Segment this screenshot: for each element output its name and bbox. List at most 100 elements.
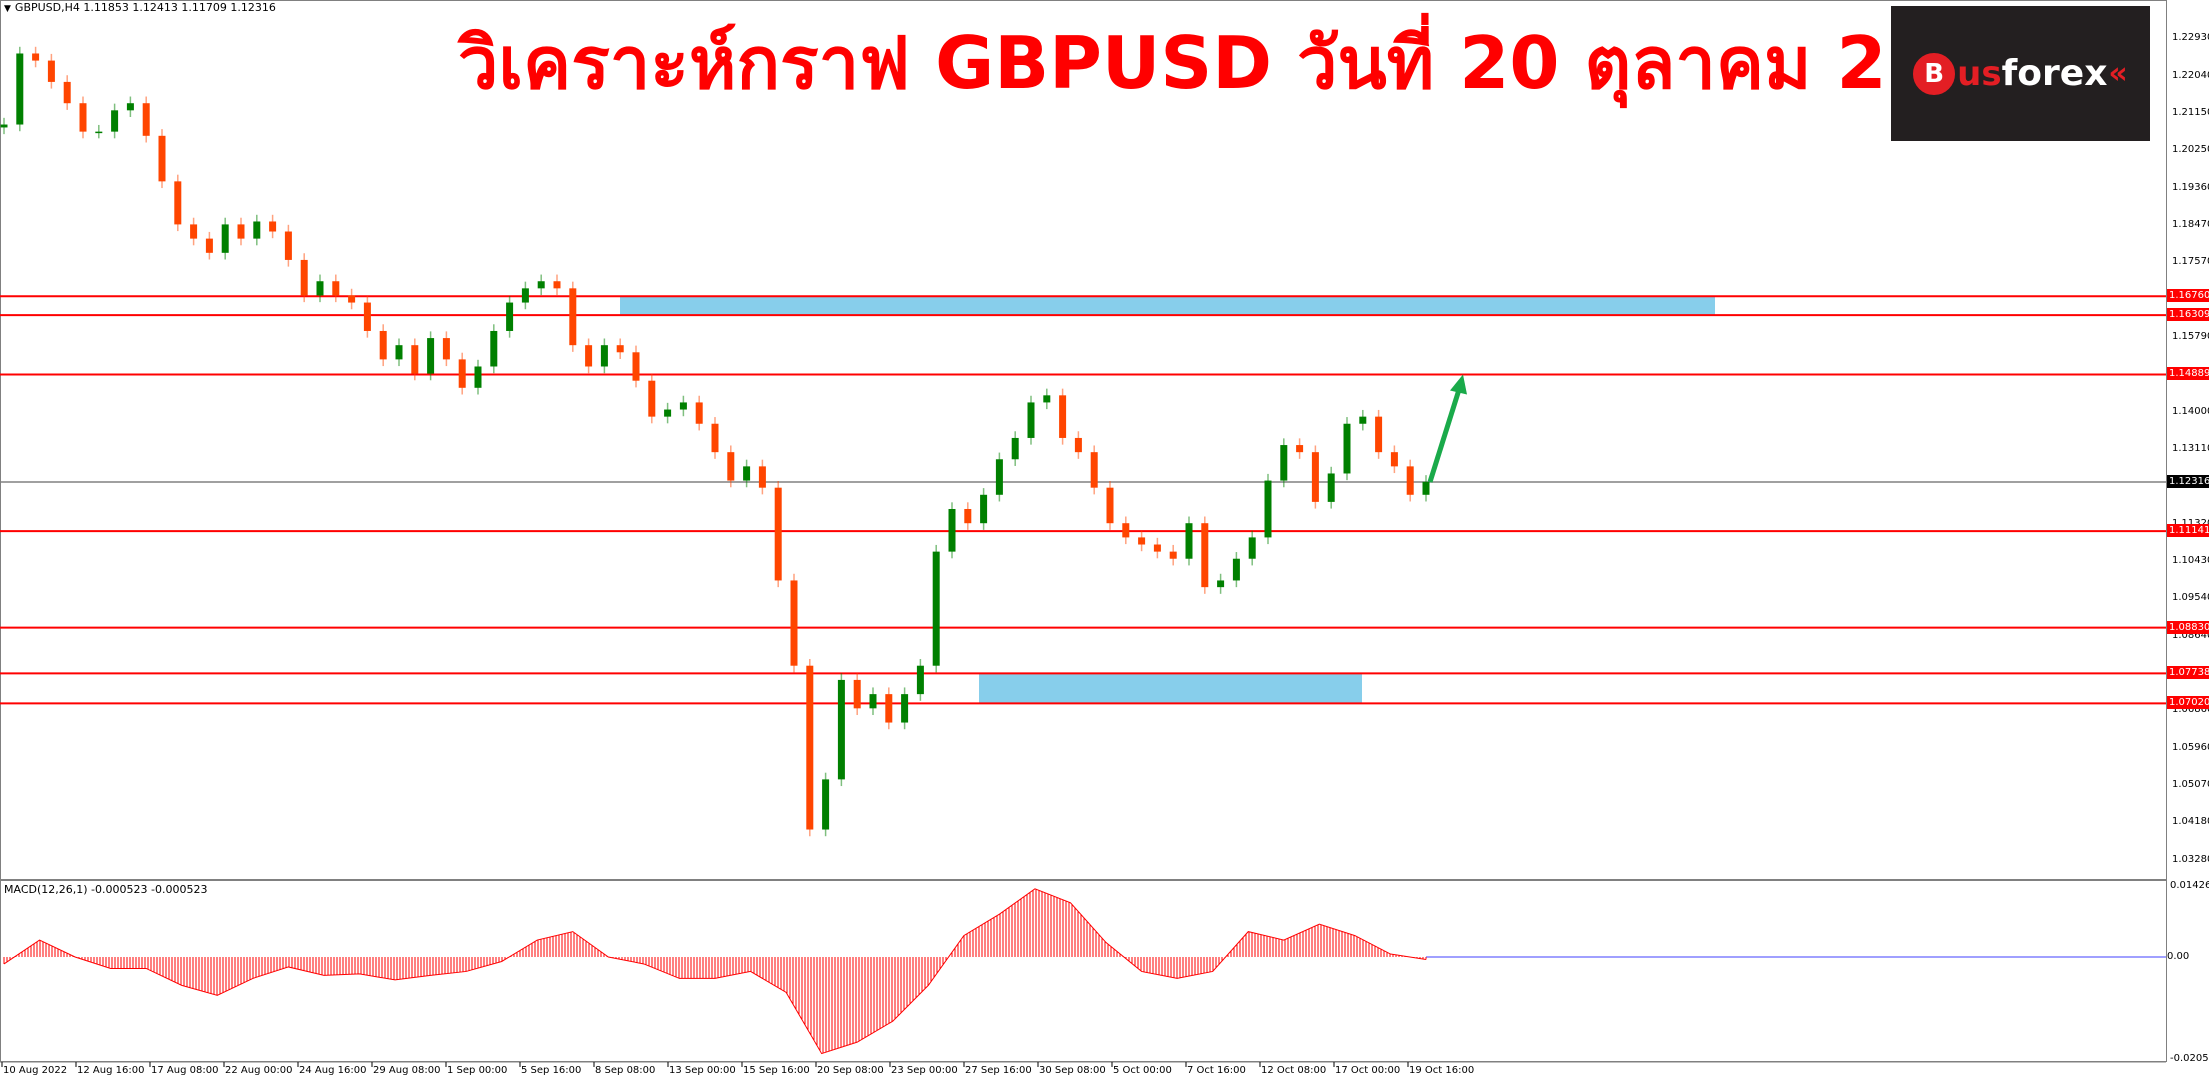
candle	[95, 124, 103, 139]
time-tick-label: 8 Sep 08:00	[595, 1065, 656, 1076]
price-tick-label: 1.17570	[2172, 256, 2209, 268]
candle	[553, 274, 561, 296]
candle	[822, 772, 830, 837]
trend-arrow	[1427, 374, 1467, 483]
time-tick-label: 20 Sep 08:00	[817, 1065, 884, 1076]
candle	[237, 217, 245, 246]
candle	[664, 402, 672, 424]
candle	[964, 502, 972, 530]
candle	[379, 324, 387, 367]
supply-demand-zone	[620, 296, 1715, 316]
chevron-left-icon: «	[2108, 56, 2128, 91]
candle	[363, 295, 371, 338]
price-tick-label: 1.18470	[2172, 218, 2209, 230]
candle	[1280, 438, 1288, 488]
candle	[1169, 544, 1177, 566]
candle	[490, 324, 498, 374]
candle	[174, 174, 182, 232]
candle	[126, 96, 134, 118]
candle	[269, 214, 277, 239]
time-tick-label: 1 Sep 00:00	[447, 1065, 508, 1076]
price-tick-label: 1.05070	[2172, 778, 2209, 790]
candle	[1311, 445, 1319, 509]
candle	[1296, 438, 1304, 459]
candle	[869, 687, 877, 716]
candle	[695, 395, 703, 431]
candle	[16, 46, 24, 132]
price-tick-label: 1.04180	[2172, 816, 2209, 827]
candle	[1122, 516, 1130, 545]
candle	[1027, 395, 1035, 445]
candle	[1406, 459, 1414, 502]
candle	[1106, 480, 1114, 530]
candle	[901, 687, 909, 730]
candle	[711, 417, 719, 459]
level-price-tag: 1.16760	[2167, 289, 2209, 303]
candle	[506, 295, 514, 338]
candle	[790, 573, 798, 673]
candle	[47, 53, 55, 89]
logo-us: us	[1957, 53, 2002, 94]
candle	[1390, 445, 1398, 474]
candle	[427, 331, 435, 381]
candle	[411, 338, 419, 381]
candle	[1043, 388, 1051, 410]
candle	[806, 659, 814, 837]
arrow-up-icon	[1450, 374, 1467, 395]
candle	[648, 374, 656, 424]
candle	[837, 673, 845, 787]
candle	[1248, 530, 1256, 566]
candle	[569, 281, 577, 352]
candle	[1059, 388, 1067, 445]
candle	[758, 459, 766, 495]
price-tick-label: 1.03280	[2172, 853, 2209, 865]
dropdown-triangle-icon[interactable]: ▼	[4, 4, 11, 14]
macd-tick-label: -0.02055	[2170, 1053, 2209, 1064]
price-tick-label: 1.22040	[2172, 69, 2209, 81]
candle	[1327, 466, 1335, 509]
candle	[348, 288, 356, 310]
candle	[395, 338, 403, 367]
time-tick-label: 17 Oct 00:00	[1335, 1065, 1401, 1076]
candle	[442, 331, 450, 367]
candle	[1138, 530, 1146, 552]
time-tick-label: 24 Aug 16:00	[299, 1065, 367, 1076]
candle	[474, 359, 482, 395]
price-tick-label: 1.10430	[2172, 554, 2209, 566]
candle	[1217, 573, 1225, 594]
time-tick-label: 27 Sep 16:00	[965, 1065, 1032, 1076]
candle	[332, 274, 340, 303]
candle	[253, 214, 261, 246]
time-tick-label: 12 Aug 16:00	[77, 1065, 145, 1076]
level-price-tag: 1.14889	[2167, 367, 2209, 381]
time-tick-label: 12 Oct 08:00	[1261, 1065, 1327, 1076]
logo-b-mark: B	[1913, 52, 1956, 95]
macd-tick-label: 0.014263	[2170, 880, 2209, 891]
level-price-tag: 1.07738	[2167, 666, 2209, 680]
candle	[774, 480, 782, 588]
candle	[0, 117, 8, 135]
time-tick-label: 22 Aug 00:00	[225, 1065, 293, 1076]
time-tick-label: 23 Sep 00:00	[891, 1065, 958, 1076]
candle	[632, 345, 640, 388]
candle	[1343, 417, 1351, 481]
candle	[1264, 473, 1272, 545]
macd-zero-label: 0.00	[2167, 951, 2190, 962]
macd-layer	[3, 888, 2166, 1055]
time-tick-label: 10 Aug 2022	[3, 1065, 68, 1076]
candle	[585, 338, 593, 374]
price-tick-label: 1.08640	[2172, 629, 2209, 641]
level-price-tag: 1.11141	[2167, 524, 2209, 538]
price-tick-label: 1.14000	[2172, 405, 2209, 417]
candle	[616, 338, 624, 359]
price-tick-label: 1.20250	[2172, 144, 2209, 156]
candle	[600, 338, 608, 374]
candle	[32, 46, 40, 68]
macd-signal-line	[3, 888, 1427, 1055]
candle	[980, 488, 988, 530]
candle	[111, 103, 119, 139]
candle	[932, 544, 940, 673]
page-title: วิเคราะห์กราฟ GBPUSD วันที่ 20 ตุลาคม 25…	[458, 21, 2037, 105]
time-tick-label: 29 Aug 08:00	[373, 1065, 441, 1076]
